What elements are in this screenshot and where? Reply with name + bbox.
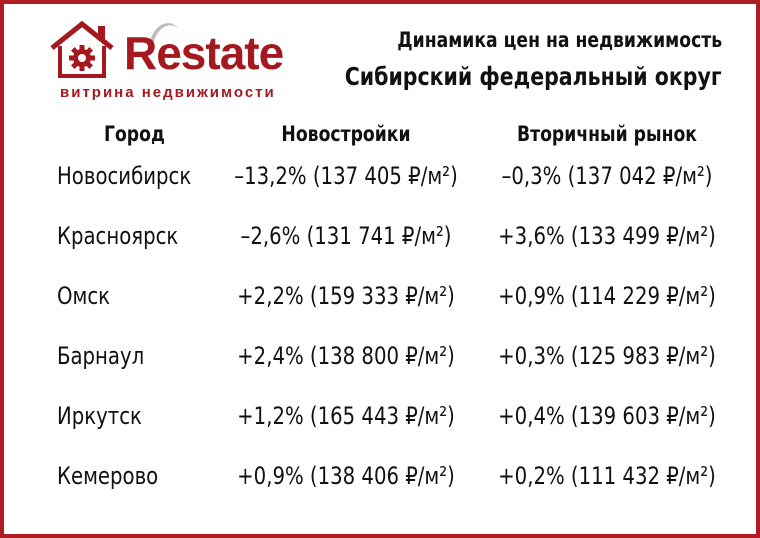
secondary-market-cell: +0,9% (114 229 ₽/м²) (498, 282, 716, 310)
table-row: Красноярск –2,6% (131 741 ₽/м²) +3,6% (1… (4, 222, 760, 282)
restate-logo: Restate витрина недвижимости (48, 18, 318, 108)
brand-name: Restate (124, 27, 284, 79)
price-table: Город Новостройки Вторичный рынок Новоси… (4, 122, 760, 522)
table-row: Омск +2,2% (159 333 ₽/м²) +0,9% (114 229… (4, 282, 760, 342)
new-buildings-cell: +2,4% (138 800 ₽/м²) (237, 342, 455, 370)
secondary-market-cell: +3,6% (133 499 ₽/м²) (498, 222, 716, 250)
city-cell: Иркутск (57, 402, 142, 430)
table-row: Кемерово +0,9% (138 406 ₽/м²) +0,2% (111… (4, 462, 760, 522)
new-buildings-cell: –13,2% (137 405 ₽/м²) (234, 162, 458, 190)
city-cell: Красноярск (57, 222, 179, 250)
table-row: Иркутск +1,2% (165 443 ₽/м²) +0,4% (139 … (4, 402, 760, 462)
page-subtitle: Сибирский федеральный округ (345, 62, 722, 91)
secondary-market-cell: +0,4% (139 603 ₽/м²) (498, 402, 716, 430)
new-buildings-cell: +2,2% (159 333 ₽/м²) (237, 282, 455, 310)
table-header: Город Новостройки Вторичный рынок (4, 122, 760, 162)
new-buildings-cell: +0,9% (138 406 ₽/м²) (237, 462, 455, 490)
table-row: Новосибирск –13,2% (137 405 ₽/м²) –0,3% … (4, 162, 760, 222)
secondary-market-cell: +0,3% (125 983 ₽/м²) (498, 342, 716, 370)
header-city: Город (104, 122, 165, 146)
city-cell: Омск (57, 282, 111, 310)
new-buildings-cell: –2,6% (131 741 ₽/м²) (240, 222, 452, 250)
new-buildings-cell: +1,2% (165 443 ₽/м²) (237, 402, 455, 430)
swoosh-decoration (150, 23, 178, 42)
city-cell: Новосибирск (57, 162, 192, 190)
city-cell: Барнаул (57, 342, 145, 370)
city-cell: Кемерово (57, 462, 159, 490)
header-secondary-market: Вторичный рынок (516, 122, 698, 146)
brand-tagline: витрина недвижимости (60, 84, 276, 101)
house-gear-icon (50, 20, 114, 78)
page-title: Динамика цен на недвижимость (397, 28, 722, 52)
table-row: Барнаул +2,4% (138 800 ₽/м²) +0,3% (125 … (4, 342, 760, 402)
secondary-market-cell: +0,2% (111 432 ₽/м²) (498, 462, 716, 490)
secondary-market-cell: –0,3% (137 042 ₽/м²) (501, 162, 713, 190)
header-new-buildings: Новостройки (281, 122, 411, 146)
